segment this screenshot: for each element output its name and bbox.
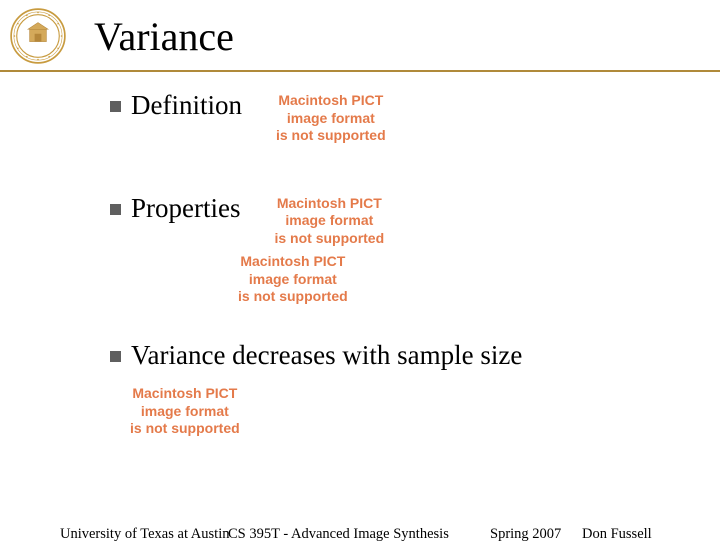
bullet-item: Properties	[110, 193, 240, 224]
pict-error-line: is not supported	[276, 127, 386, 145]
pict-error-placeholder: Macintosh PICT image format is not suppo…	[274, 195, 384, 248]
footer-institution: University of Texas at Austin	[60, 526, 229, 543]
pict-error-line: image format	[276, 110, 386, 128]
slide-title: Variance	[94, 13, 234, 60]
pict-error-line: Macintosh PICT	[276, 92, 386, 110]
pict-error-line: is not supported	[274, 230, 384, 248]
bullet-row-properties: Properties Macintosh PICT image format i…	[110, 193, 720, 248]
pict-error-line: is not supported	[130, 420, 240, 438]
bullet-text: Variance decreases with sample size	[131, 340, 522, 371]
slide-body: Definition Macintosh PICT image format i…	[0, 72, 720, 438]
pict-error-placeholder: Macintosh PICT image format is not suppo…	[276, 92, 386, 145]
footer-semester: Spring 2007	[490, 526, 561, 543]
pict-error-line: image format	[238, 271, 348, 289]
bullet-row-variance-decreases: Variance decreases with sample size	[110, 340, 720, 371]
footer-course: CS 395T - Advanced Image Synthesis	[228, 526, 449, 543]
pict-error-placeholder: Macintosh PICT image format is not suppo…	[238, 253, 348, 306]
pict-error-line: image format	[274, 212, 384, 230]
slide-header: Variance	[0, 0, 720, 72]
pict-error-line: Macintosh PICT	[238, 253, 348, 271]
footer-author: Don Fussell	[582, 526, 652, 543]
square-bullet-icon	[110, 101, 121, 112]
bullet-item: Definition	[110, 90, 242, 121]
pict-error-line: image format	[130, 403, 240, 421]
bullet-text: Definition	[131, 90, 242, 121]
university-seal-icon	[10, 8, 66, 64]
bullet-text: Properties	[131, 193, 240, 224]
pict-error-line: is not supported	[238, 288, 348, 306]
pict-error-line: Macintosh PICT	[130, 385, 240, 403]
square-bullet-icon	[110, 351, 121, 362]
square-bullet-icon	[110, 204, 121, 215]
bullet-row-definition: Definition Macintosh PICT image format i…	[110, 90, 720, 145]
pict-error-line: Macintosh PICT	[274, 195, 384, 213]
pict-error-placeholder: Macintosh PICT image format is not suppo…	[130, 385, 240, 438]
